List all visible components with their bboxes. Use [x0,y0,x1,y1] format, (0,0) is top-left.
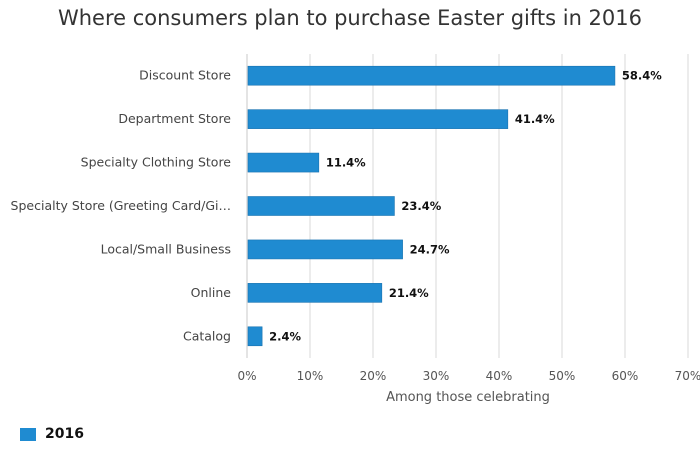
x-tick-label: 50% [549,369,576,383]
x-tick-label: 70% [675,369,700,383]
legend-label-2016: 2016 [45,426,84,442]
x-tick-label: 60% [612,369,639,383]
bar[interactable] [247,326,263,347]
bar[interactable] [247,109,509,129]
data-label: 24.7% [410,242,450,256]
bar[interactable] [247,196,395,216]
data-label: 21.4% [389,286,429,300]
category-labels: Discount Store Department Store Specialty … [11,68,232,344]
x-axis-title: Among those celebrating [386,390,550,405]
x-tick-label: 10% [297,369,324,383]
category-label: Specialty Clothing Store [81,155,232,170]
x-axis-ticks: 0% 10% 20% 30% 40% 50% 60% 70% [237,369,700,383]
category-label: Catalog [183,328,231,343]
data-label: 41.4% [515,112,555,126]
data-label: 23.4% [401,199,441,213]
bar[interactable] [247,239,403,260]
bar[interactable] [247,283,383,303]
data-label: 11.4% [326,156,366,170]
category-label: Discount Store [139,68,231,83]
category-label: Local/Small Business [101,241,231,256]
category-label: Department Store [118,111,231,126]
x-tick-label: 40% [486,369,513,383]
category-label: Specialty Store (Greeting Card/Gi… [11,198,231,213]
chart-title: Where consumers plan to purchase Easter … [57,6,643,30]
x-tick-label: 0% [237,369,256,383]
x-tick-label: 30% [423,369,450,383]
bars: 58.4% 41.4% 11.4% 23.4% 24.7% 21.4% 2.4% [247,65,662,347]
x-tick-label: 20% [360,369,387,383]
legend-swatch [20,427,36,441]
bar[interactable] [247,65,616,86]
category-label: Online [191,285,232,300]
data-label: 58.4% [622,69,662,83]
data-label: 2.4% [269,329,301,343]
legend[interactable]: 2016 [20,426,84,442]
bar[interactable] [247,152,320,173]
